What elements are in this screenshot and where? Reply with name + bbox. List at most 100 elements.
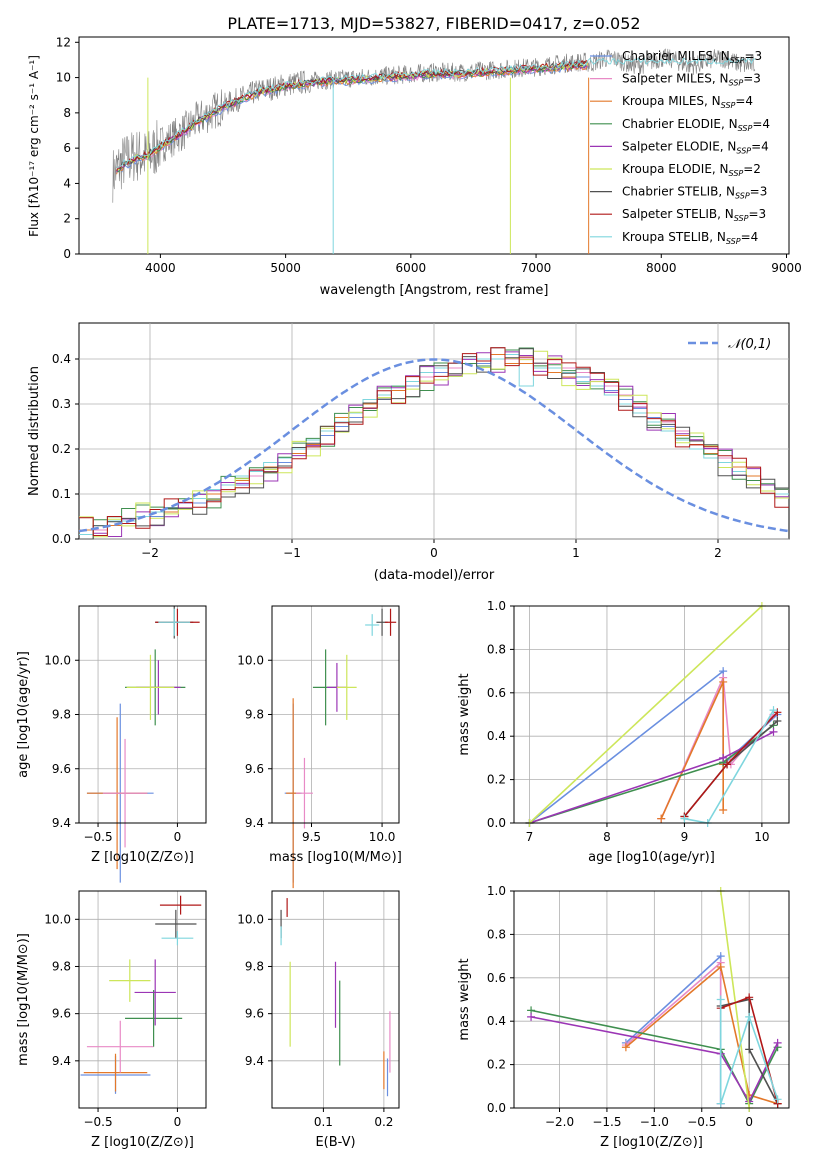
massweight_vs_Z-xlabel: Z [log10(Z/Z⊙)]	[600, 1135, 703, 1150]
massweight_vs_age-xtick-label: 7	[526, 830, 534, 844]
massweight_vs_age-weight-line	[660, 681, 724, 820]
massweight_vs_age-weight-marker	[719, 677, 728, 686]
massweight_vs_Z-weight-marker	[527, 1012, 536, 1021]
age_vs_Z-ytick-label: 9.4	[52, 816, 71, 830]
spectrum-ytick-label: 12	[56, 35, 71, 49]
spectrum-ytick-label: 2	[63, 212, 71, 226]
age_vs_Z-ytick-label: 9.8	[52, 708, 71, 722]
residual-xlabel: (data-model)/error	[374, 568, 495, 583]
massweight_vs_Z-ylabel: mass weight	[457, 958, 472, 1040]
legend-label-tail: =3	[743, 72, 761, 86]
spectrum-ytick-label: 8	[63, 106, 71, 120]
age_vs_Z-panel: −0.5 0 9.4 9.6 9.8 10.0 Z [log10(Z/Z⊙)] age [lo…	[16, 605, 207, 883]
legend-label-main: Kroupa MILES, N	[622, 94, 721, 108]
spectrum-legend-label: Kroupa ELODIE, NSSP=2	[622, 162, 761, 178]
mass_vs_Z-ytick-label: 9.6	[52, 1007, 71, 1021]
parameter-panels: −0.5 0 9.4 9.6 9.8 10.0 Z [log10(Z/Z⊙)] age [lo…	[16, 599, 790, 1150]
massweight_vs_age-xtick-label: 9	[681, 830, 689, 844]
massweight_vs_age-ytick-label: 0.6	[487, 686, 506, 700]
mass_vs_ebv-panel: 0.1 0.2 9.4 9.6 9.8 10.0 E(B-V)	[237, 890, 400, 1150]
age_vs_mass-xlabel: mass [log10(M/M⊙)]	[269, 850, 402, 865]
legend-label-main: Chabrier MILES, N	[622, 49, 730, 63]
massweight_vs_age-weight-marker	[719, 805, 728, 814]
spectrum-legend-label: Salpeter STELIB, NSSP=3	[622, 207, 766, 223]
massweight_vs_age-weight-marker	[657, 814, 666, 823]
legend-label-tail: =3	[748, 207, 766, 221]
residual-histogram-7	[79, 347, 789, 540]
legend-label-main: Chabrier ELODIE, N	[622, 117, 738, 131]
legend-label-sub: SSP	[736, 146, 751, 155]
massweight_vs_Z-weight-marker	[621, 1043, 630, 1052]
massweight_vs_Z-weight-marker	[716, 1099, 725, 1108]
legend-label-sub: SSP	[729, 169, 744, 178]
legend-label-main: Kroupa STELIB, N	[622, 230, 726, 244]
mass_vs_Z-ytick-label: 10.0	[44, 912, 71, 926]
massweight_vs_Z-weight-marker	[745, 1045, 754, 1054]
massweight_vs_Z-panel: −2.0 −1.5 −1.0 −0.5 0 0.0 0.2 0.4 0.6 0.8 1.0 Z [lo…	[457, 884, 790, 1150]
mass_vs_Z-xtick-label: −0.5	[83, 1115, 112, 1129]
residual-ytick-label: 0.1	[52, 487, 71, 501]
mass_vs_Z-ylabel: mass [log10(M/M⊙)]	[16, 933, 31, 1066]
massweight_vs_Z-axes-frame	[513, 890, 790, 1109]
legend-label-sub: SSP	[721, 101, 736, 110]
age_vs_Z-ylabel: age [log10(age/yr)]	[16, 651, 31, 778]
age_vs_mass-xtick-label: 9.5	[302, 830, 321, 844]
mass_vs_Z-ytick-label: 9.8	[52, 959, 71, 973]
massweight_vs_Z-xtick-label: −2.0	[545, 1115, 574, 1129]
spectrum-xtick-label: 5000	[270, 261, 301, 275]
age_vs_Z-xtick-label: −0.5	[83, 830, 112, 844]
spectrum-xtick-label: 9000	[771, 261, 802, 275]
massweight_vs_age-xtick-label: 10	[754, 830, 769, 844]
massweight_vs_age-weight-marker	[723, 760, 732, 769]
legend-label-tail: =4	[751, 139, 769, 153]
spectrum-ytick-label: 4	[63, 176, 71, 190]
spectrum-legend-label: Kroupa STELIB, NSSP=4	[622, 230, 758, 246]
massweight_vs_age-ytick-label: 0.0	[487, 816, 506, 830]
massweight_vs_Z-weight-line	[719, 890, 750, 1109]
figure-title: PLATE=1713, MJD=53827, FIBERID=0417, z=0…	[227, 14, 640, 33]
residual-xtick-label: 1	[572, 546, 580, 560]
massweight_vs_age-ytick-label: 0.2	[487, 773, 506, 787]
residual-xtick-label: −2	[141, 546, 159, 560]
residual-histogram-5	[79, 351, 789, 537]
massweight_vs_age-ytick-label: 0.4	[487, 729, 506, 743]
age_vs_mass-axes-frame	[271, 605, 400, 824]
massweight_vs_age-weight-line	[660, 677, 775, 820]
age_vs_mass-panel: 9.5 10.0 9.4 9.6 9.8 10.0 mass [log10(M/M⊙)]	[237, 605, 402, 889]
spectrum-legend-label: Chabrier ELODIE, NSSP=4	[622, 117, 770, 133]
massweight_vs_Z-weight-marker	[773, 1095, 782, 1104]
legend-label-sub: SSP	[738, 124, 753, 133]
mass_vs_Z-xtick-label: 0	[174, 1115, 182, 1129]
age_vs_Z-xtick-label: 0	[174, 830, 182, 844]
mass_vs_Z-xlabel: Z [log10(Z/Z⊙)]	[91, 1135, 194, 1150]
residual-histogram-8	[79, 347, 789, 536]
residual-xtick-label: 2	[714, 546, 722, 560]
massweight_vs_Z-ytick-label: 0.8	[487, 927, 506, 941]
age_vs_mass-xtick-label: 10.0	[369, 830, 396, 844]
residual-plot-area: −2 −1 0 1 2 0.0 0.1 0.2 0.3 0.4	[52, 323, 790, 560]
spectrum-xtick-label: 7000	[521, 261, 552, 275]
spectrum-legend-label: Salpeter MILES, NSSP=3	[622, 72, 761, 88]
massweight_vs_Z-ytick-label: 1.0	[487, 884, 506, 898]
age_vs_Z-ytick-label: 9.6	[52, 762, 71, 776]
legend-label-main: Salpeter STELIB, N	[622, 207, 734, 221]
legend-label-main: Salpeter ELODIE, N	[622, 139, 736, 153]
spectrum-legend-label: Chabrier STELIB, NSSP=3	[622, 185, 767, 201]
massweight_vs_Z-weight-line	[719, 999, 779, 1104]
massweight_vs_Z-xtick-label: −1.5	[592, 1115, 621, 1129]
legend-label-main: Salpeter MILES, N	[622, 72, 729, 86]
legend-label-main: Kroupa ELODIE, N	[622, 162, 729, 176]
residual-ytick-label: 0.3	[52, 397, 71, 411]
massweight_vs_age-weight-marker	[769, 727, 778, 736]
age_vs_Z-axes-frame	[78, 605, 207, 824]
massweight_vs_age-ylabel: mass weight	[457, 673, 472, 755]
spectrum-model-line-6	[116, 60, 589, 171]
residual-xtick-label: −1	[283, 546, 301, 560]
legend-label-tail: =4	[741, 230, 759, 244]
massweight_vs_Z-weight-marker	[745, 993, 754, 1002]
legend-label-sub: SSP	[729, 79, 744, 88]
mass_vs_ebv-xtick-label: 0.2	[374, 1115, 393, 1129]
mass_vs_ebv-ytick-label: 9.4	[245, 1054, 264, 1068]
legend-label-tail: =2	[743, 162, 761, 176]
spectrum-ylabel: Flux [fλ10⁻¹⁷ erg cm⁻² s⁻¹ A⁻¹]	[27, 55, 41, 237]
